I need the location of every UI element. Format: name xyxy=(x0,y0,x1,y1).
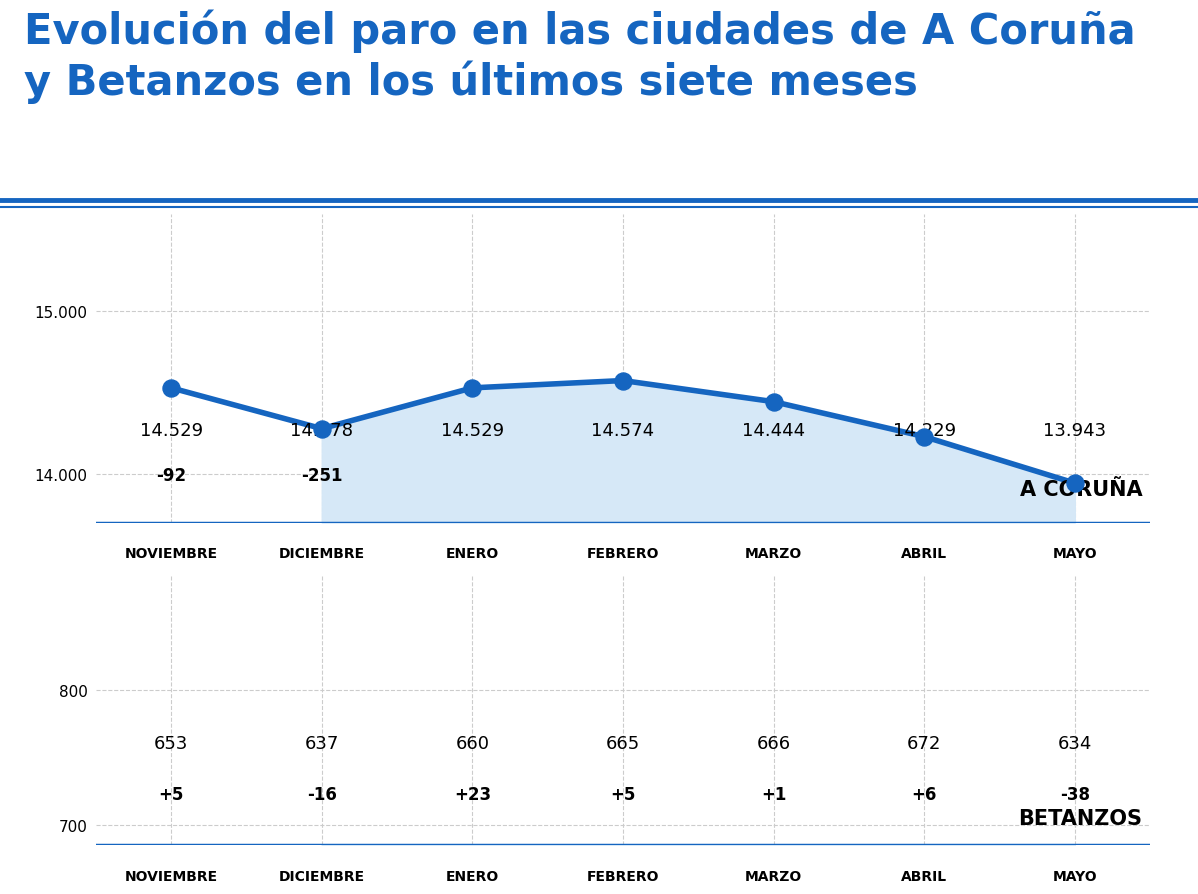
Text: A CORUÑA: A CORUÑA xyxy=(1019,479,1143,499)
Point xyxy=(462,381,482,395)
Text: MARZO: MARZO xyxy=(745,869,803,883)
Text: ABRIL: ABRIL xyxy=(901,546,948,561)
Point xyxy=(764,395,783,409)
Text: 660: 660 xyxy=(455,734,489,752)
Text: 14.444: 14.444 xyxy=(742,421,805,440)
Text: +5: +5 xyxy=(610,785,636,803)
Text: 14.529: 14.529 xyxy=(140,421,202,440)
Point xyxy=(162,381,181,395)
Text: +1: +1 xyxy=(761,785,786,803)
Point xyxy=(764,864,783,878)
Text: 14.278: 14.278 xyxy=(290,421,353,440)
Text: 653: 653 xyxy=(155,734,188,752)
Text: 14.529: 14.529 xyxy=(441,421,504,440)
Point xyxy=(613,374,633,388)
Text: 637: 637 xyxy=(304,734,339,752)
Text: FEBRERO: FEBRERO xyxy=(587,546,659,561)
Point xyxy=(1065,477,1084,491)
Text: BETANZOS: BETANZOS xyxy=(1018,808,1143,828)
Text: 672: 672 xyxy=(907,734,942,752)
Point xyxy=(462,871,482,885)
Text: Evolución del paro en las ciudades de A Coruña
y Betanzos en los últimos siete m: Evolución del paro en las ciudades de A … xyxy=(24,10,1136,104)
Text: NOVIEMBRE: NOVIEMBRE xyxy=(125,869,218,883)
Point xyxy=(914,430,933,444)
Text: MARZO: MARZO xyxy=(745,546,803,561)
Text: 665: 665 xyxy=(606,734,640,752)
Text: MAYO: MAYO xyxy=(1053,869,1097,883)
Text: DICIEMBRE: DICIEMBRE xyxy=(279,869,365,883)
Text: ENERO: ENERO xyxy=(446,869,500,883)
Text: -251: -251 xyxy=(301,466,343,485)
Text: 13.943: 13.943 xyxy=(1043,421,1106,440)
Text: -16: -16 xyxy=(307,785,337,803)
Text: ENERO: ENERO xyxy=(446,546,500,561)
Text: NOVIEMBRE: NOVIEMBRE xyxy=(125,546,218,561)
Text: 634: 634 xyxy=(1058,734,1091,752)
Text: MAYO: MAYO xyxy=(1053,546,1097,561)
Point xyxy=(613,864,633,879)
Text: +23: +23 xyxy=(454,785,491,803)
Point xyxy=(162,881,181,894)
Text: 666: 666 xyxy=(756,734,791,752)
Text: -38: -38 xyxy=(1060,785,1090,803)
Text: +6: +6 xyxy=(912,785,937,803)
Text: -92: -92 xyxy=(156,466,186,485)
Text: FEBRERO: FEBRERO xyxy=(587,869,659,883)
Text: DICIEMBRE: DICIEMBRE xyxy=(279,546,365,561)
Point xyxy=(313,422,332,436)
Text: ABRIL: ABRIL xyxy=(901,869,948,883)
Text: 14.229: 14.229 xyxy=(893,421,956,440)
Point xyxy=(914,856,933,869)
Text: +5: +5 xyxy=(158,785,183,803)
Text: 14.574: 14.574 xyxy=(592,421,654,440)
